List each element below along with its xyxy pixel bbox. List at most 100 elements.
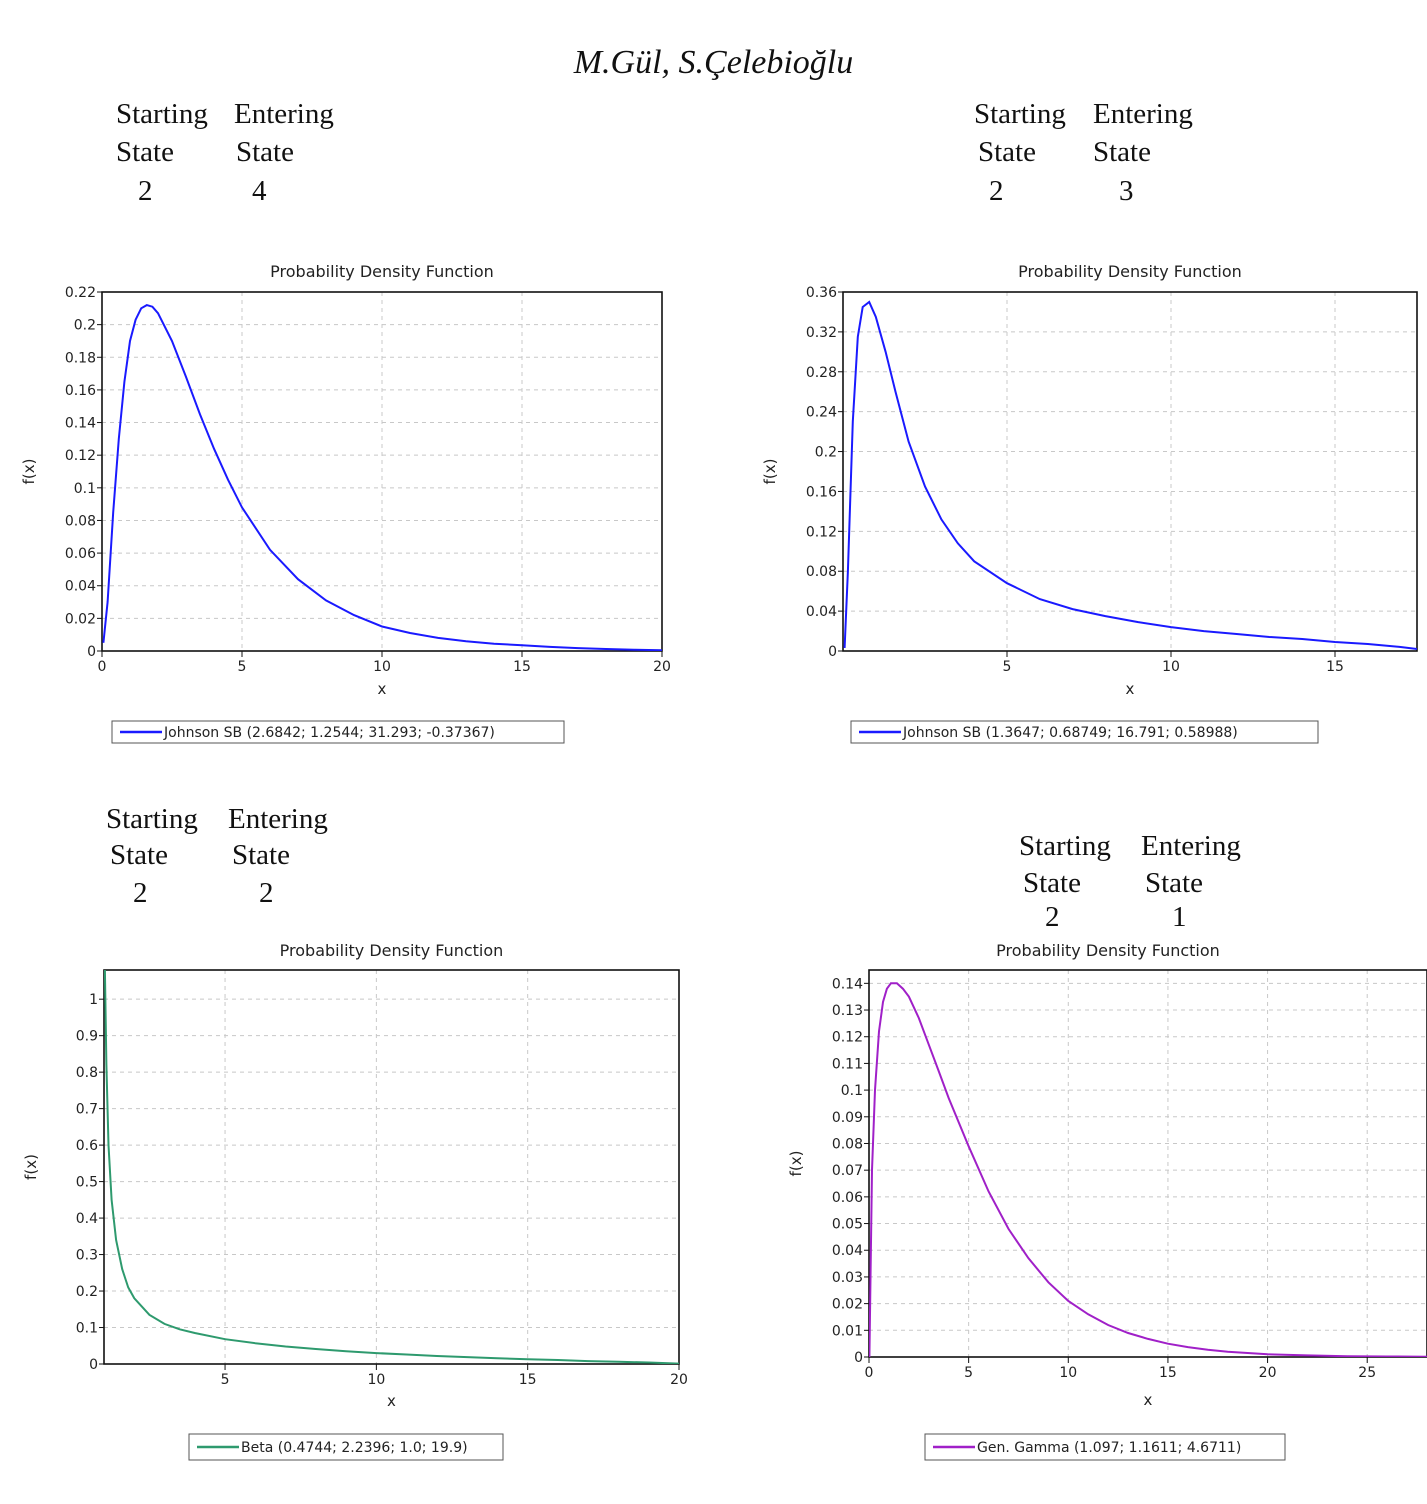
y-tick-label: 0.11 bbox=[832, 1056, 863, 1072]
y-tick-label: 0.07 bbox=[832, 1163, 863, 1179]
y-tick-label: 0.05 bbox=[832, 1217, 863, 1233]
starting-label-1: Starting bbox=[106, 803, 198, 835]
y-tick-label: 0.14 bbox=[65, 416, 96, 432]
starting-label-2: State bbox=[116, 136, 174, 168]
y-tick-label: 0.03 bbox=[832, 1270, 863, 1286]
x-tick-label: 15 bbox=[1159, 1365, 1177, 1381]
entering-state-value: 4 bbox=[252, 175, 267, 207]
x-tick-label: 15 bbox=[1326, 659, 1344, 675]
series-line bbox=[104, 970, 679, 1364]
x-tick-label: 15 bbox=[519, 1372, 537, 1388]
entering-label-1: Entering bbox=[1141, 830, 1241, 862]
starting-label-2: State bbox=[978, 136, 1036, 168]
y-tick-label: 0 bbox=[87, 644, 96, 660]
y-tick-label: 0 bbox=[89, 1357, 98, 1373]
chart-title: Probability Density Function bbox=[270, 262, 494, 281]
y-tick-label: 0.08 bbox=[832, 1136, 863, 1152]
starting-label-2: State bbox=[1023, 867, 1081, 899]
legend-box bbox=[924, 1433, 1286, 1461]
x-tick-label: 10 bbox=[373, 659, 391, 675]
entering-label-2: State bbox=[232, 839, 290, 871]
y-tick-label: 0.36 bbox=[806, 285, 837, 301]
series-line bbox=[843, 300, 1417, 650]
y-tick-label: 0.28 bbox=[806, 365, 837, 381]
y-tick-label: 0.04 bbox=[806, 604, 837, 620]
y-tick-label: 0.6 bbox=[76, 1138, 98, 1154]
plot-frame bbox=[103, 969, 680, 1365]
chart-panel-4: 0 0.01 0.02 0.03 0.04 0.05 0.06 0.07 0.08 0.09 0.1… bbox=[787, 941, 1427, 1461]
x-tick-label: 20 bbox=[653, 659, 671, 675]
x-tick-label: 15 bbox=[513, 659, 531, 675]
y-tick-label: 0.32 bbox=[806, 325, 837, 341]
chart-title: Probability Density Function bbox=[1018, 262, 1242, 281]
y-tick-label: 0.1 bbox=[74, 481, 96, 497]
y-tick-label: 0.3 bbox=[76, 1248, 98, 1264]
x-tick-label: 0 bbox=[865, 1365, 874, 1381]
y-tick-label: 0.2 bbox=[815, 445, 837, 461]
y-tick-label: 0.14 bbox=[832, 976, 863, 992]
starting-state-value: 2 bbox=[138, 175, 153, 207]
y-tick-label: 0.2 bbox=[76, 1284, 98, 1300]
legend: Johnson SB (2.6842; 1.2544; 31.293; -0.3… bbox=[111, 720, 565, 744]
x-axis-label: x bbox=[378, 680, 387, 698]
chart-panel-2: 0 0.04 0.08 0.12 0.16 0.2 0.24 0.28 0.32 0.36 5 10 1… bbox=[761, 262, 1418, 744]
y-tick-label: 0 bbox=[828, 644, 837, 660]
starting-state-value: 2 bbox=[989, 175, 1004, 207]
starting-state-value: 2 bbox=[133, 877, 148, 909]
y-tick-label: 0.09 bbox=[832, 1110, 863, 1126]
y-tick-label: 0.24 bbox=[806, 405, 837, 421]
entering-state-value: 3 bbox=[1119, 175, 1134, 207]
y-axis-label: f(x) bbox=[761, 459, 779, 485]
y-axis-label: f(x) bbox=[787, 1151, 805, 1177]
x-tick-label: 5 bbox=[964, 1365, 973, 1381]
series-line bbox=[869, 982, 1427, 1357]
y-tick-label: 0.1 bbox=[76, 1321, 98, 1337]
entering-label-2: State bbox=[236, 136, 294, 168]
y-tick-label: 0.01 bbox=[832, 1323, 863, 1339]
x-tick-label: 10 bbox=[1162, 659, 1180, 675]
y-tick-label: 0.9 bbox=[76, 1029, 98, 1045]
y-tick-label: 0.08 bbox=[65, 513, 96, 529]
y-tick-label: 0 bbox=[854, 1350, 863, 1366]
y-tick-label: 0.1 bbox=[841, 1083, 863, 1099]
y-tick-label: 0.06 bbox=[65, 546, 96, 562]
chart-title: Probability Density Function bbox=[280, 941, 504, 960]
y-tick-label: 0.04 bbox=[65, 579, 96, 595]
y-tick-label: 0.06 bbox=[832, 1190, 863, 1206]
y-tick-label: 0.18 bbox=[65, 350, 96, 366]
starting-label-2: State bbox=[110, 839, 168, 871]
legend-label: Beta (0.4744; 2.2396; 1.0; 19.9) bbox=[241, 1440, 468, 1456]
plot-frame bbox=[868, 969, 1427, 1358]
chart-panel-3: 00.10.20.30.40.50.60.70.80.915 10 15 20Prob… bbox=[22, 941, 688, 1461]
legend-box bbox=[111, 720, 565, 744]
plot-frame bbox=[842, 291, 1418, 652]
y-tick-label: 0.04 bbox=[832, 1243, 863, 1259]
entering-state-value: 2 bbox=[259, 877, 274, 909]
legend: Beta (0.4744; 2.2396; 1.0; 19.9) bbox=[188, 1433, 504, 1461]
x-axis-label: x bbox=[1126, 680, 1135, 698]
x-tick-label: 0 bbox=[98, 659, 107, 675]
x-tick-label: 10 bbox=[1059, 1365, 1077, 1381]
y-tick-label: 0.2 bbox=[74, 318, 96, 334]
page-header: M.Gül, S.Çelebioğlu bbox=[573, 44, 854, 81]
legend: Gen. Gamma (1.097; 1.1611; 4.6711) bbox=[924, 1433, 1286, 1461]
y-tick-label: 0.02 bbox=[832, 1297, 863, 1313]
x-tick-label: 5 bbox=[1003, 659, 1012, 675]
starting-label-1: Starting bbox=[974, 98, 1066, 130]
series-line bbox=[102, 304, 662, 651]
x-tick-label: 10 bbox=[367, 1372, 385, 1388]
y-tick-label: 0.12 bbox=[806, 524, 837, 540]
y-tick-label: 0.7 bbox=[76, 1102, 98, 1118]
legend-box bbox=[188, 1433, 504, 1461]
x-axis-label: x bbox=[1144, 1391, 1153, 1409]
y-tick-label: 0.12 bbox=[65, 448, 96, 464]
x-axis-label: x bbox=[387, 1392, 396, 1410]
x-tick-label: 20 bbox=[1259, 1365, 1277, 1381]
legend-label: Johnson SB (2.6842; 1.2544; 31.293; -0.3… bbox=[163, 725, 495, 741]
entering-label-1: Entering bbox=[1093, 98, 1193, 130]
x-tick-label: 20 bbox=[670, 1372, 688, 1388]
entering-label-2: State bbox=[1093, 136, 1151, 168]
starting-label-1: Starting bbox=[116, 98, 208, 130]
legend-box bbox=[850, 720, 1319, 744]
y-tick-label: 0.12 bbox=[832, 1030, 863, 1046]
